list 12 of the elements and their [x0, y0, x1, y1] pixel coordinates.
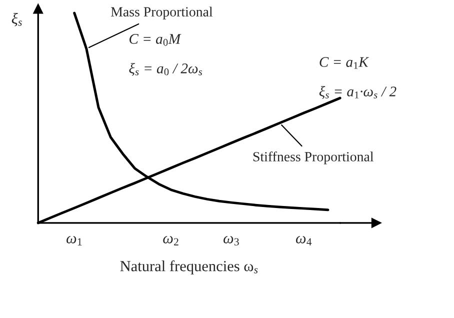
annotation: ξ$_{s}$ = a$_{0}$ / 2ω$_{s}$ [129, 63, 202, 76]
x-tick-label: ω$_{2}$ [163, 236, 178, 246]
x-tick-label: ω$_{3}$ [224, 236, 239, 246]
annotation: C = a$_{1}$K [320, 57, 369, 69]
annotation: Stiffness Proportional [253, 151, 374, 164]
annotation: Mass Proportional [110, 6, 213, 20]
annotation: ξ$_{s}$ = a$_{1}$·ω$_{s}$ / 2 [319, 86, 396, 99]
x-axis-title: Natural frequencies ω$_{s}$ [120, 260, 258, 274]
y-axis-title: ξ$_{s}$ [12, 12, 22, 26]
x-tick-label: ω$_{4}$ [296, 236, 312, 246]
annotation: C = a$_{0}$M [130, 34, 182, 46]
x-tick-label: ω$_{1}$ [66, 236, 82, 246]
